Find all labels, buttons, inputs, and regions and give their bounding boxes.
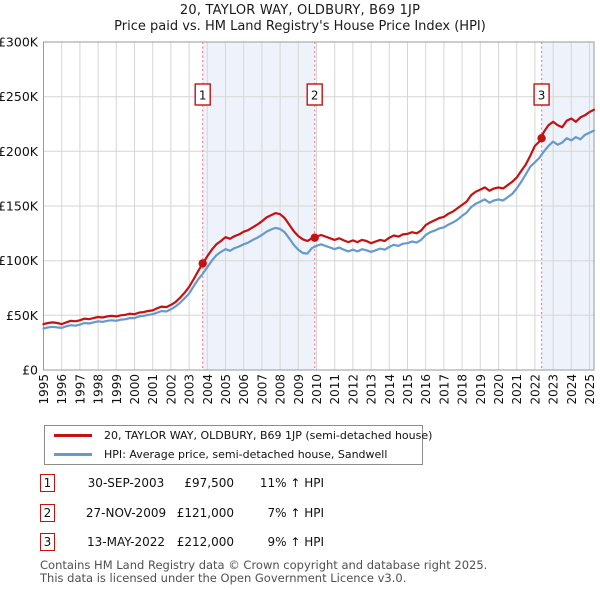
sale-label-box bbox=[306, 83, 323, 106]
x-tick-label: 2016 bbox=[419, 374, 433, 405]
chart-title: 20, TAYLOR WAY, OLDBURY, B69 1JP bbox=[179, 3, 421, 18]
hpi-line-swatch bbox=[54, 453, 92, 456]
x-tick-label: 2011 bbox=[328, 374, 342, 405]
x-tick-label: 1996 bbox=[55, 374, 69, 405]
x-tick-label: 2024 bbox=[565, 374, 579, 405]
x-tick-label: 2019 bbox=[474, 374, 488, 405]
x-tick-label: 2009 bbox=[292, 374, 306, 405]
sale-label-number: 3 bbox=[538, 89, 546, 103]
legend-item-price-paid: 20, TAYLOR WAY, OLDBURY, B69 1JP (semi-d… bbox=[54, 428, 432, 443]
legend-item-hpi: HPI: Average price, semi-detached house,… bbox=[54, 447, 422, 462]
x-tick-label: 2014 bbox=[383, 374, 397, 405]
x-tick-label: 2001 bbox=[146, 374, 160, 405]
price-paid-line-swatch bbox=[54, 434, 92, 437]
x-tick-label: 2003 bbox=[183, 374, 197, 405]
sale-date: 13-MAY-2022 bbox=[86, 534, 165, 549]
sale-dot bbox=[198, 259, 207, 268]
legend-label-price-paid: 20, TAYLOR WAY, OLDBURY, B69 1JP (semi-d… bbox=[104, 429, 433, 442]
sale-number-badge: 3 bbox=[40, 532, 55, 551]
hpi-line bbox=[42, 129, 596, 330]
x-tick-label: 2020 bbox=[492, 374, 506, 405]
y-tick-label: £300K bbox=[0, 35, 39, 50]
sale-dot bbox=[537, 134, 546, 143]
x-tick-label: 2015 bbox=[401, 374, 415, 405]
x-tick-label: 2006 bbox=[237, 374, 251, 405]
x-tick-label: 2022 bbox=[528, 374, 542, 405]
y-tick-label: £50K bbox=[6, 308, 39, 323]
sale-hpi-delta: 11% ↑ HPI bbox=[259, 475, 324, 490]
x-tick-label: 2023 bbox=[547, 374, 561, 405]
sale-price: £121,000 bbox=[176, 506, 234, 520]
x-tick-label: 2017 bbox=[437, 374, 451, 405]
x-tick-label: 2005 bbox=[219, 374, 233, 405]
chart-subtitle: Price paid vs. HM Land Registry's House … bbox=[114, 19, 486, 34]
sale-hpi-delta: 9% ↑ HPI bbox=[267, 534, 324, 549]
x-tick-label: 1997 bbox=[73, 374, 87, 405]
y-tick-label: £250K bbox=[0, 89, 39, 104]
x-tick-label: 1998 bbox=[92, 374, 106, 405]
legend: 20, TAYLOR WAY, OLDBURY, B69 1JP (semi-d… bbox=[44, 425, 432, 465]
y-tick-label: £150K bbox=[0, 199, 39, 214]
sale-date: 27-NOV-2009 bbox=[85, 506, 167, 520]
sale-price: £97,500 bbox=[184, 475, 234, 490]
y-tick-label: £200K bbox=[0, 144, 39, 159]
sale-hpi-delta: 7% ↑ HPI bbox=[267, 506, 324, 520]
sale-price: £212,000 bbox=[176, 534, 234, 549]
sale-date: 30-SEP-2003 bbox=[87, 475, 165, 490]
x-tick-label: 2025 bbox=[583, 374, 597, 405]
x-tick-label: 2010 bbox=[310, 374, 324, 405]
sale-number-badge: 2 bbox=[40, 504, 55, 522]
y-tick-label: £0 bbox=[22, 363, 38, 378]
price-paid-line bbox=[42, 108, 596, 326]
license-line-1: Contains HM Land Registry data © Crown c… bbox=[40, 558, 488, 572]
x-tick-label: 2012 bbox=[346, 374, 360, 405]
x-tick-label: 2008 bbox=[274, 374, 288, 405]
x-tick-label: 2007 bbox=[255, 374, 269, 405]
sale-label-number: 1 bbox=[199, 89, 207, 103]
license-note: Contains HM Land Registry data © Crown c… bbox=[40, 559, 487, 584]
x-tick-label: 1995 bbox=[37, 374, 51, 405]
sale-row-2: 2 27-NOV-2009 £121,000 7% ↑ HPI bbox=[40, 504, 324, 523]
sale-row-3: 3 13-MAY-2022 £212,000 9% ↑ HPI bbox=[40, 532, 324, 551]
x-tick-label: 2021 bbox=[510, 374, 524, 405]
legend-label-hpi: HPI: Average price, semi-detached house,… bbox=[104, 448, 388, 461]
price-chart: 1 2 3 £0 £50K £100K £150K £200K £250K £300K 1995 19… bbox=[0, 35, 597, 405]
sale-dot bbox=[310, 233, 319, 242]
sale-label-box bbox=[533, 83, 550, 106]
x-tick-label: 2002 bbox=[164, 374, 178, 405]
license-line-2: This data is licensed under the Open Gov… bbox=[40, 570, 407, 585]
x-tick-label: 2000 bbox=[128, 374, 142, 405]
x-tick-label: 2013 bbox=[365, 374, 379, 405]
x-tick-label: 2018 bbox=[456, 374, 470, 405]
x-tick-label: 1999 bbox=[110, 374, 124, 405]
sale-label-number: 2 bbox=[311, 89, 319, 103]
sale-label-box bbox=[194, 83, 211, 106]
sale-row-1: 1 30-SEP-2003 £97,500 11% ↑ HPI bbox=[40, 473, 324, 492]
y-tick-label: £100K bbox=[0, 253, 39, 268]
x-tick-label: 2004 bbox=[201, 374, 215, 405]
sale-number-badge: 1 bbox=[40, 473, 55, 492]
plot-border bbox=[43, 41, 595, 371]
